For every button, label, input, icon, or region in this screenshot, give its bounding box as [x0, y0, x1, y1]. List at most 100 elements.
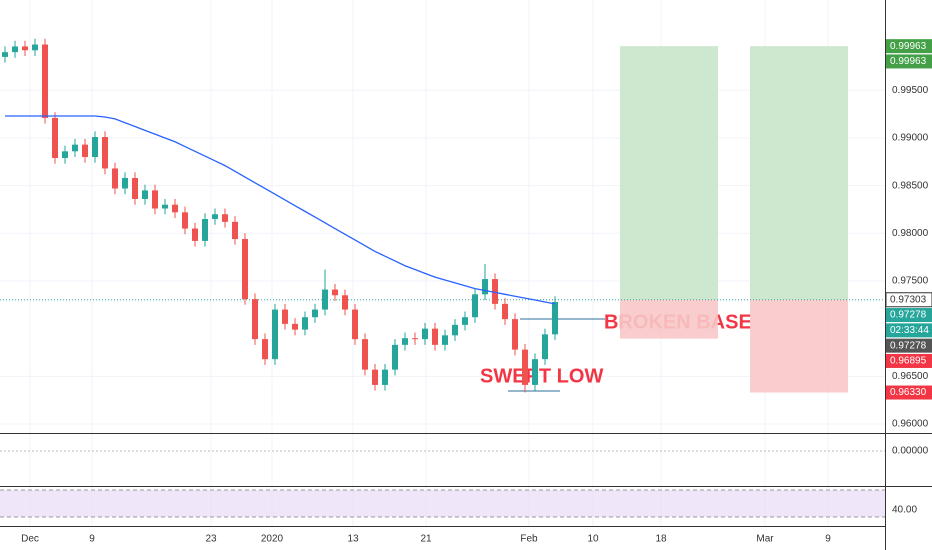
rsi-axis-label: 40.00: [892, 505, 917, 516]
candle-body: [222, 214, 228, 222]
price-badge: [886, 308, 932, 323]
candle-body: [462, 317, 468, 325]
price-badge: [885, 292, 932, 308]
candle-body: [92, 137, 98, 158]
annotation: SWEPT LOW: [480, 365, 603, 387]
candle-body: [72, 144, 78, 152]
candle-body: [22, 46, 28, 51]
price-badge-label: 0.99963: [890, 41, 927, 52]
price-badge: [886, 338, 932, 353]
profit-zone: [750, 46, 848, 300]
candle-body: [292, 323, 298, 330]
price-badge-label: 02:33:44: [890, 325, 929, 336]
y-tick-label: 0.98500: [892, 180, 929, 191]
rsi-band: [0, 490, 885, 517]
y-tick-label: 0.98000: [892, 228, 929, 239]
candle-body: [282, 309, 288, 324]
candle-body: [552, 301, 558, 335]
candle-body: [372, 369, 378, 385]
candle-body: [52, 117, 58, 158]
candle-body: [182, 212, 188, 229]
price-badge-label: 0.97278: [890, 340, 927, 351]
x-tick-label: 9: [89, 534, 95, 545]
x-tick-label: Dec: [21, 534, 39, 545]
candle-body: [142, 190, 148, 199]
profit-zone: [620, 46, 718, 300]
x-tick-label: 18: [655, 534, 667, 545]
price-badge-label: 0.99963: [890, 56, 927, 67]
candle-body: [192, 228, 198, 241]
candle-body: [82, 144, 88, 158]
x-tick-label: Feb: [520, 534, 538, 545]
candle-body: [382, 369, 388, 385]
candle-body: [482, 279, 488, 295]
candle-body: [152, 190, 158, 209]
y-tick-label: 0.99000: [892, 133, 929, 144]
candle-body: [422, 328, 428, 340]
y-tick-label: 0.97500: [892, 276, 929, 287]
price-badge: [886, 385, 932, 400]
candle-body: [442, 335, 448, 345]
candle-body: [232, 221, 238, 240]
candle-body: [112, 168, 118, 189]
candle-body: [472, 294, 478, 318]
x-tick-label: Mar: [756, 534, 774, 545]
candle-body: [252, 299, 258, 340]
x-tick-label: 23: [205, 534, 217, 545]
price-badge-label: 0.96330: [890, 387, 927, 398]
macd-axis-label: 0.00000: [892, 446, 929, 457]
candle-body: [452, 324, 458, 336]
candle-body: [102, 137, 108, 169]
candle-body: [502, 303, 508, 320]
candle-body: [352, 309, 358, 340]
price-badge: [886, 54, 932, 69]
candle-body: [132, 178, 138, 199]
x-tick-label: 2020: [261, 534, 284, 545]
candle-body: [2, 52, 8, 57]
x-tick-label: 9: [825, 534, 831, 545]
candle-body: [542, 334, 548, 360]
y-tick-label: 0.96500: [892, 371, 929, 382]
candle-body: [512, 319, 518, 350]
candle-body: [312, 309, 318, 318]
price-badge: [886, 39, 932, 54]
price-badge-label: 0.96895: [890, 356, 927, 367]
candle-body: [272, 309, 278, 360]
y-tick-label: 0.99500: [892, 85, 929, 96]
candle-body: [32, 44, 38, 51]
candle-body: [172, 204, 178, 213]
candle-body: [492, 279, 498, 304]
candle-body: [302, 317, 308, 330]
candle-body: [332, 289, 338, 296]
price-badge: [886, 323, 932, 338]
candle-body: [242, 239, 248, 300]
candle-body: [432, 328, 438, 345]
candle-body: [42, 44, 48, 118]
price-badge-label: 0.97303: [890, 294, 927, 305]
candle-body: [362, 339, 368, 370]
x-tick-label: 21: [420, 534, 432, 545]
candle-body: [212, 214, 218, 220]
candle-body: [162, 204, 168, 209]
candle-body: [62, 151, 68, 158]
y-tick-label: 0.96000: [892, 419, 929, 430]
price-badge: [886, 353, 932, 368]
candle-body: [412, 338, 418, 340]
x-tick-label: 10: [587, 534, 599, 545]
candle-body: [532, 359, 538, 385]
moving-average: [5, 115, 556, 305]
candle-body: [12, 46, 18, 53]
loss-zone: [620, 299, 718, 339]
candle-body: [522, 349, 528, 385]
price-badge-label: 0.97278: [890, 310, 927, 321]
candle-body: [122, 178, 128, 189]
candle-body: [342, 295, 348, 310]
candle-body: [402, 338, 408, 345]
candle-body: [202, 219, 208, 241]
candle-body: [322, 289, 328, 310]
candle-body: [392, 344, 398, 370]
candle-body: [262, 339, 268, 360]
loss-zone: [750, 299, 848, 393]
x-tick-label: 13: [347, 534, 359, 545]
